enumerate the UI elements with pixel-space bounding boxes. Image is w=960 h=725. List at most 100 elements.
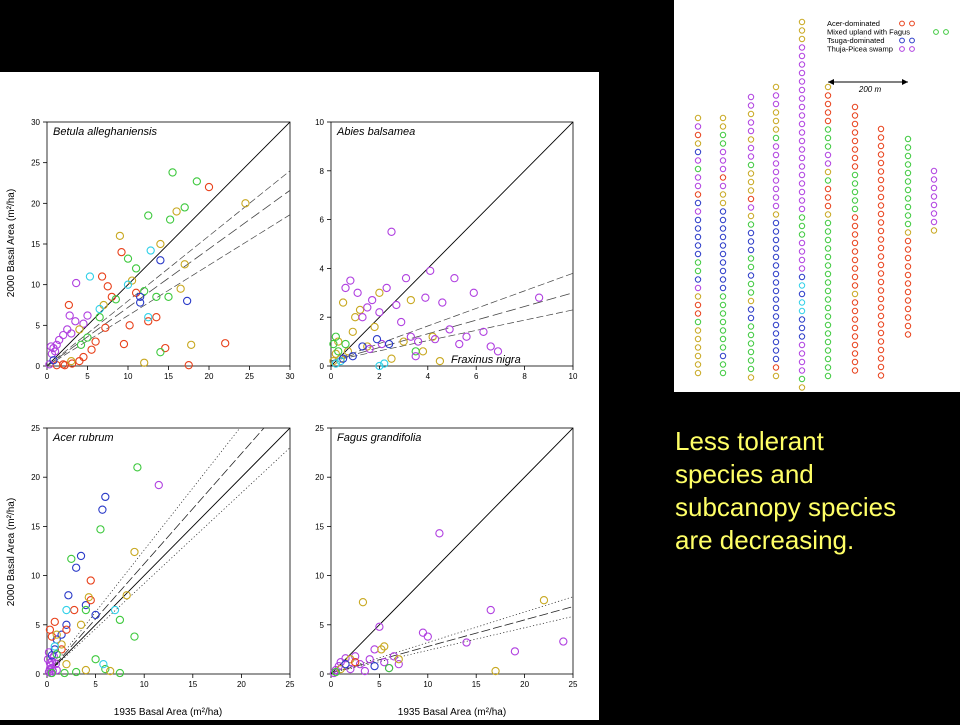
fit-lines [47, 428, 290, 674]
map-plot-dot [824, 228, 832, 235]
data-point [375, 622, 384, 631]
map-plot-dot [719, 114, 727, 122]
x-tick-label: 20 [205, 372, 214, 381]
data-point [363, 303, 372, 312]
map-plot-dot [719, 369, 727, 377]
map-plot-dot [877, 185, 885, 192]
data-point [435, 529, 444, 538]
data-point [131, 264, 141, 273]
data-point [435, 356, 445, 366]
map-plot-dot [798, 103, 806, 111]
map-plot-dot [798, 86, 806, 94]
legend-label: Mixed upland with Fagus [827, 28, 910, 37]
map-plot-dot [798, 256, 806, 264]
data-point [115, 668, 125, 678]
map-plot-dot [798, 307, 806, 315]
scatter-plot-panel: 2000 Basal Area (m²/ha) 2000 Basal Area … [0, 72, 599, 720]
map-plot-dot [877, 312, 885, 320]
map-plot-dot [798, 154, 806, 162]
map-plot-dot [719, 233, 727, 241]
map-plot-dot [798, 197, 806, 204]
map-plot-dot [877, 278, 885, 286]
y-tick-label: 10 [315, 118, 324, 127]
map-plot-dot [747, 263, 755, 271]
map-plot-dot [694, 276, 702, 283]
data-point [67, 329, 76, 338]
map-plot-dot [719, 208, 727, 215]
map-plot-dot [719, 174, 727, 181]
map-plot-dot [877, 176, 885, 184]
map-plot-dot [904, 331, 912, 338]
map-plot-dot [851, 171, 859, 179]
map-plot-dot [798, 290, 806, 298]
plot-frame [330, 121, 574, 367]
data-point [382, 283, 391, 293]
map-plot-dot [851, 197, 859, 204]
data-point [329, 339, 338, 349]
legend-label: Tsuga-dominated [827, 36, 885, 45]
map-plot-dot [747, 153, 755, 160]
map-plot-dot [824, 126, 832, 133]
map-plot-dot [719, 335, 727, 343]
map-plot-dot [798, 375, 806, 383]
data-point [338, 298, 348, 307]
data-point [84, 593, 93, 602]
map-plot-dot [904, 186, 912, 194]
y-tick-label: 25 [31, 424, 40, 433]
map-plot-dot [824, 109, 832, 116]
map-plot-dot [719, 123, 727, 130]
map-plot-dot [694, 242, 702, 249]
map-plot-dot [904, 271, 912, 279]
map-plot-dot [877, 193, 885, 201]
map-plot-dot [798, 273, 806, 281]
data-point [341, 339, 350, 349]
data-point [57, 640, 66, 649]
map-plot-dot [694, 369, 702, 377]
y-axis-label-bottom-text: 2000 Basal Area (m²/ha) [6, 498, 17, 606]
data-point [491, 666, 500, 676]
scale-bar-left-arrow [828, 79, 834, 85]
map-plot-dots [694, 18, 938, 391]
map-plot-dot [824, 262, 832, 269]
map-plot-dot [877, 295, 885, 303]
map-plot-dot [772, 177, 780, 184]
y-tick-label: 15 [315, 522, 324, 531]
data-point [75, 325, 84, 334]
map-plot-dot [694, 199, 702, 207]
data-point [180, 203, 189, 212]
map-plot-dot [747, 178, 755, 186]
data-point [346, 276, 355, 285]
map-plot-dot [824, 194, 832, 201]
data-point [50, 642, 59, 651]
map-plot-dot [824, 219, 832, 227]
data-point [156, 348, 165, 357]
map-plot-dot [930, 227, 938, 234]
data-point [79, 352, 88, 362]
map-plot-dot [824, 253, 832, 261]
data-point [47, 663, 57, 673]
map-plot-dot [772, 109, 780, 116]
map-plot-dot [772, 219, 780, 227]
map-plot-dot [824, 92, 832, 99]
x-tick-label: 10 [423, 680, 432, 689]
data-point [346, 664, 355, 674]
data-point [154, 480, 163, 490]
data-points [45, 168, 250, 370]
data-point [365, 655, 374, 664]
legend-label: Acer-dominated [827, 19, 880, 28]
map-plot-dot [798, 180, 806, 187]
data-point [372, 335, 382, 344]
data-point [144, 211, 153, 220]
y-tick-label: 15 [31, 240, 40, 249]
data-point [406, 295, 416, 305]
map-plot-dot [747, 348, 755, 356]
data-point [204, 182, 214, 192]
data-point [370, 645, 379, 654]
data-point [144, 313, 153, 322]
map-plot-dot [904, 203, 912, 211]
map-plot-dot [747, 238, 755, 245]
map-plot-dot [772, 321, 780, 329]
map-plot-dot [719, 191, 727, 198]
data-point [387, 354, 396, 363]
chart-title: Abies balsamea [336, 126, 415, 138]
